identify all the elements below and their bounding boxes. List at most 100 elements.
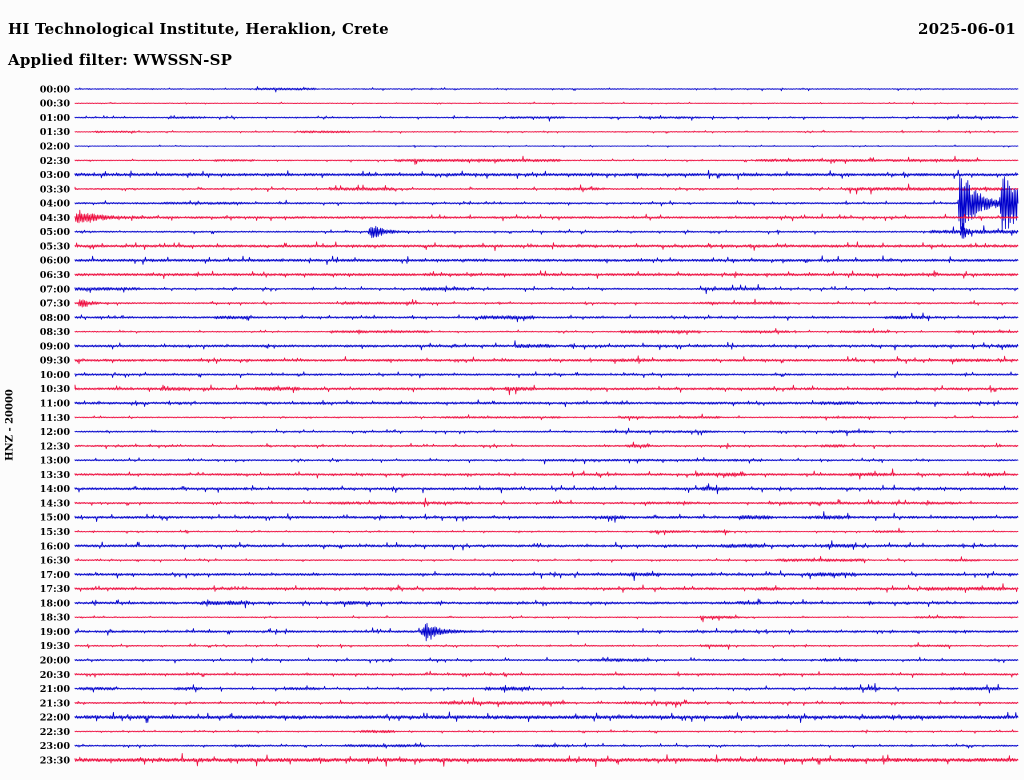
row-time-label: 19:30 (40, 641, 71, 652)
row-time-label: 17:30 (40, 584, 71, 595)
trace-row-06:00 (74, 255, 1019, 265)
trace-row-20:00 (74, 656, 1019, 664)
trace-row-07:30 (74, 298, 1019, 308)
trace-row-15:30 (74, 527, 1019, 536)
row-time-label: 08:30 (40, 327, 71, 338)
trace-row-14:00 (74, 483, 1019, 495)
row-time-label: 14:00 (40, 484, 71, 495)
trace-row-21:30 (74, 697, 1019, 708)
trace-row-03:30 (74, 183, 1019, 195)
row-time-label: 07:30 (40, 299, 71, 310)
row-time-label: 13:00 (40, 456, 71, 467)
trace-row-22:30 (74, 729, 1019, 734)
row-time-label: 14:30 (40, 498, 71, 509)
trace-row-18:00 (74, 598, 1019, 609)
row-time-label: 08:00 (40, 313, 71, 324)
trace-row-00:00 (74, 86, 1019, 93)
row-time-label: 23:00 (40, 741, 71, 752)
row-time-label: 15:30 (40, 527, 71, 538)
row-time-label: 03:30 (40, 184, 71, 195)
row-time-label: 11:00 (40, 399, 71, 410)
row-time-label: 10:00 (40, 370, 71, 381)
trace-row-14:30 (74, 497, 1019, 508)
row-time-label: 04:00 (40, 199, 71, 210)
date-label: 2025-06-01 (918, 20, 1016, 38)
trace-row-22:00 (74, 711, 1019, 724)
trace-row-10:00 (74, 371, 1019, 379)
trace-row-07:00 (74, 284, 1019, 295)
row-time-label: 20:30 (40, 670, 71, 681)
trace-row-08:00 (74, 312, 1019, 323)
row-time-label: 12:00 (40, 427, 71, 438)
row-time-label: 00:00 (40, 84, 71, 95)
row-time-label: 21:00 (40, 684, 71, 695)
trace-row-04:00 (74, 174, 1019, 232)
row-time-label: 10:30 (40, 384, 71, 395)
row-time-label: 18:30 (40, 613, 71, 624)
trace-row-08:30 (74, 328, 1019, 335)
row-time-label: 04:30 (40, 213, 71, 224)
trace-row-13:00 (74, 457, 1019, 465)
trace-row-23:00 (74, 742, 1019, 749)
row-time-label: 09:30 (40, 356, 71, 367)
trace-row-01:30 (74, 129, 1019, 134)
row-time-label: 22:00 (40, 713, 71, 724)
trace-row-02:00 (74, 144, 1019, 148)
row-time-label: 02:00 (40, 142, 71, 153)
trace-row-16:30 (74, 555, 1019, 564)
trace-row-17:30 (74, 583, 1019, 593)
row-time-label: 20:00 (40, 656, 71, 667)
trace-row-05:30 (74, 241, 1019, 252)
trace-row-12:30 (74, 441, 1019, 450)
trace-row-12:00 (74, 427, 1019, 437)
row-time-label: 06:30 (40, 270, 71, 281)
row-time-label: 17:00 (40, 570, 71, 581)
trace-row-09:00 (74, 340, 1019, 351)
row-time-label: 05:30 (40, 241, 71, 252)
row-time-label: 19:00 (40, 627, 71, 638)
row-time-label: 23:30 (40, 755, 71, 766)
row-time-label: 15:00 (40, 513, 71, 524)
trace-row-15:00 (74, 511, 1019, 523)
row-time-label: 16:00 (40, 541, 71, 552)
row-time-label: 07:00 (40, 284, 71, 295)
trace-row-17:00 (74, 570, 1019, 581)
row-time-label: 03:00 (40, 170, 71, 181)
trace-row-11:30 (74, 413, 1019, 421)
row-time-label: 11:30 (40, 413, 71, 424)
trace-row-09:30 (74, 355, 1019, 365)
trace-row-19:30 (74, 642, 1019, 650)
trace-row-01:00 (74, 114, 1019, 122)
row-time-label: 06:00 (40, 256, 71, 267)
trace-row-11:00 (74, 399, 1019, 408)
trace-row-23:30 (74, 753, 1019, 767)
header: HI Technological Institute, Heraklion, C… (8, 20, 1016, 38)
row-time-label: 21:30 (40, 698, 71, 709)
trace-row-04:30 (74, 209, 1019, 224)
row-time-label: 18:00 (40, 598, 71, 609)
row-time-label: 13:30 (40, 470, 71, 481)
row-time-label: 09:00 (40, 341, 71, 352)
trace-row-02:30 (74, 155, 1019, 165)
row-time-label: 05:00 (40, 227, 71, 238)
trace-row-00:30 (74, 101, 1019, 105)
row-time-label: 01:30 (40, 127, 71, 138)
row-time-label: 01:00 (40, 113, 71, 124)
row-time-label: 22:30 (40, 727, 71, 738)
trace-row-03:00 (74, 169, 1019, 180)
trace-row-21:00 (74, 683, 1019, 694)
trace-row-05:00 (74, 222, 1019, 239)
trace-row-20:30 (74, 670, 1019, 678)
trace-row-10:30 (74, 384, 1019, 396)
trace-row-06:30 (74, 270, 1019, 279)
row-time-label: 16:30 (40, 556, 71, 567)
trace-row-16:00 (74, 540, 1019, 551)
trace-row-13:30 (74, 468, 1019, 480)
row-time-label: 12:30 (40, 441, 71, 452)
trace-row-18:30 (74, 614, 1019, 623)
filter-row: Applied filter: WWSSN-SP (8, 50, 232, 69)
trace-row-19:00 (74, 622, 1019, 642)
row-time-label: 00:30 (40, 99, 71, 110)
